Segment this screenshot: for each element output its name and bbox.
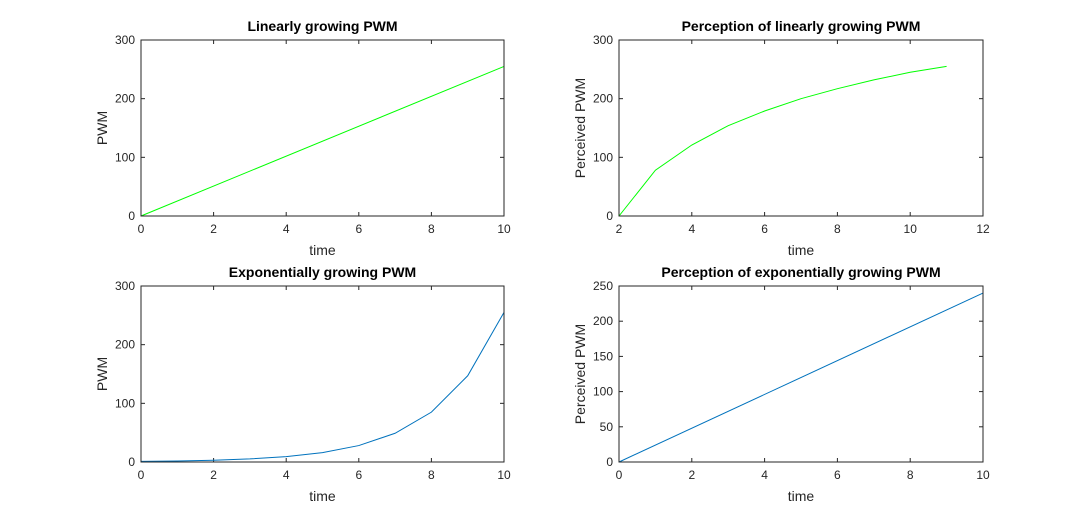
x-tick-label: 0 (138, 468, 145, 482)
x-tick-label: 8 (428, 222, 435, 236)
x-tick-label: 2 (210, 468, 217, 482)
x-tick-label: 8 (428, 468, 435, 482)
x-tick-label: 2 (688, 468, 695, 482)
y-tick-label: 200 (115, 338, 135, 352)
y-tick-label: 300 (115, 279, 135, 293)
y-axis-label: Perceived PWM (572, 324, 588, 424)
x-tick-label: 6 (355, 468, 362, 482)
axes-box (140, 39, 505, 217)
x-axis-label: time (309, 488, 336, 504)
chart-2: 2 4 6 8 10 12 0 100 200 300 Perception of linearly… (572, 18, 990, 258)
x-tick-label: 2 (616, 222, 623, 236)
y-tick-label: 0 (606, 209, 613, 223)
x-tick-label: 8 (834, 222, 841, 236)
plot-area (141, 286, 504, 462)
x-tick-label: 10 (904, 222, 918, 236)
chart-title: Exponentially growing PWM (229, 264, 416, 280)
series-line (140, 312, 505, 462)
y-tick-label: 0 (606, 455, 613, 469)
y-tick-label: 0 (128, 209, 135, 223)
chart-title: Perception of linearly growing PWM (682, 18, 921, 34)
plot-area (619, 40, 983, 216)
x-tick-label: 10 (976, 468, 990, 482)
chart-title: Perception of exponentially growing PWM (661, 264, 940, 280)
y-tick-label: 100 (593, 385, 613, 399)
y-tick-label: 200 (593, 92, 613, 106)
y-tick-label: 100 (593, 150, 613, 164)
x-axis-label: time (788, 488, 815, 504)
y-axis-label: PWM (94, 111, 110, 145)
plot-area (619, 286, 983, 462)
x-tick-label: 12 (976, 222, 990, 236)
x-tick-label: 4 (688, 222, 695, 236)
series-line (618, 292, 984, 463)
y-tick-label: 250 (593, 279, 613, 293)
y-tick-label: 100 (115, 396, 135, 410)
axes-box (140, 285, 505, 463)
x-axis-label: time (309, 242, 336, 258)
y-axis-label: Perceived PWM (572, 78, 588, 178)
x-tick-label: 6 (834, 468, 841, 482)
axes-box (618, 39, 984, 217)
y-tick-label: 300 (115, 33, 135, 47)
x-tick-label: 4 (283, 468, 290, 482)
y-axis-label: PWM (94, 357, 110, 391)
x-tick-label: 10 (497, 468, 511, 482)
y-tick-label: 0 (128, 455, 135, 469)
x-tick-label: 4 (283, 222, 290, 236)
x-axis-label: time (788, 242, 815, 258)
x-tick-label: 8 (907, 468, 914, 482)
x-tick-label: 4 (761, 468, 768, 482)
y-tick-label: 50 (600, 420, 614, 434)
series-line (140, 65, 505, 217)
x-tick-label: 0 (616, 468, 623, 482)
axes-box (618, 285, 984, 463)
y-tick-label: 100 (115, 150, 135, 164)
x-tick-label: 6 (355, 222, 362, 236)
y-tick-label: 150 (593, 349, 613, 363)
x-tick-label: 10 (497, 222, 511, 236)
chart-title: Linearly growing PWM (247, 18, 397, 34)
x-tick-label: 0 (138, 222, 145, 236)
x-tick-label: 6 (761, 222, 768, 236)
series-line (618, 65, 947, 217)
y-tick-label: 200 (115, 92, 135, 106)
y-tick-label: 200 (593, 314, 613, 328)
x-tick-label: 2 (210, 222, 217, 236)
y-tick-label: 300 (593, 33, 613, 47)
plot-area (141, 40, 504, 216)
